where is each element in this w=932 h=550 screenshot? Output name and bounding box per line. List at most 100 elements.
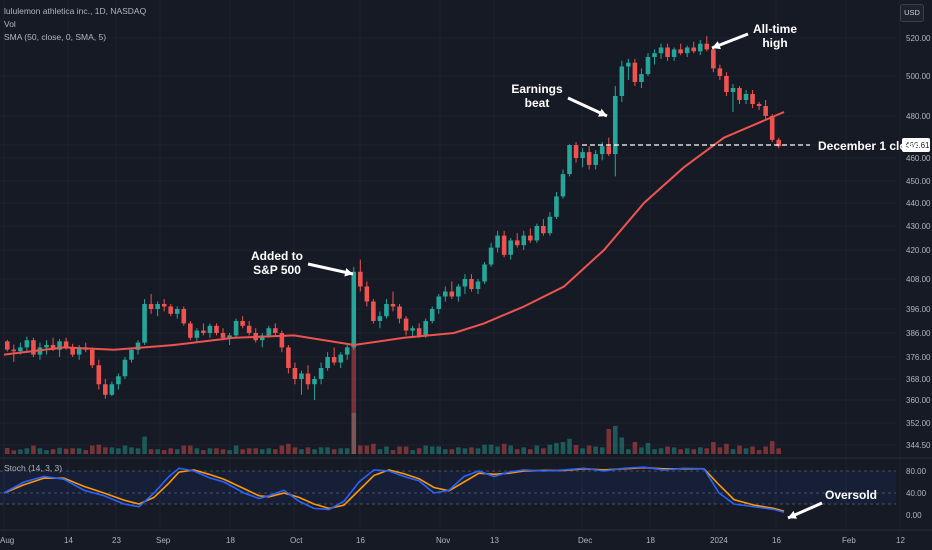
volume-bar [325,447,330,454]
y-tick-label: 386.00 [906,329,931,338]
candle-body [711,49,716,69]
volume-bar [488,444,494,454]
candle-body [410,328,415,331]
volume-bar [416,448,422,454]
volume-legend[interactable]: Vol [4,19,16,29]
candle-body [737,88,742,100]
candle-body [528,235,533,241]
volume-bar [632,442,638,454]
candle-body [599,146,605,155]
candle-body [344,347,350,355]
volume-bar [240,449,245,454]
candle-body [717,68,723,76]
volume-bar [769,441,775,454]
candle-body [11,349,17,352]
volume-bar [31,445,36,454]
volume-bar [188,445,193,454]
volume-bar [174,449,180,454]
stoch-legend[interactable]: Stoch (14, 3, 3) [4,463,63,473]
volume-bar [371,443,376,454]
candle-body [730,88,736,92]
currency-button[interactable]: USD [900,4,924,22]
candle-body [89,349,95,366]
sp500-volume-spike [351,341,357,454]
candle-body [273,328,278,333]
volume-bar [168,448,174,454]
candle-body [259,335,265,341]
x-tick-label: 23 [112,536,121,545]
candle-body [129,349,134,360]
volume-bar [567,438,572,454]
sma-legend[interactable]: SMA (50, close, 0, SMA, 5) [4,32,107,42]
volume-bar [508,445,513,454]
volume-bar [652,449,657,454]
candle-body [305,373,311,385]
symbol-title[interactable]: lululemon athletica inc., 1D, NASDAQ [4,6,147,16]
x-tick-label: Aug [0,536,14,545]
volume-bar [103,447,108,454]
candle-body [665,47,670,57]
volume-bar [135,448,141,454]
volume-bar [469,447,474,454]
volume-bar [122,445,128,454]
stoch-k-line [3,466,785,514]
volume-bar [541,448,546,454]
candle-body [207,325,213,333]
candle-body [743,94,749,100]
candle-body [456,286,461,297]
volume-bar [273,449,278,454]
candle-body [76,347,82,355]
x-tick-label: Feb [842,536,856,545]
candle-body [148,304,154,309]
candle-body [266,328,272,336]
volume-bar [495,446,500,454]
candle-body [671,49,677,57]
candle-body [593,154,598,165]
candle-body [626,62,631,67]
candle-body [652,53,657,57]
volume-bar [599,447,605,454]
volume-bar [612,425,618,454]
candle-body [560,174,566,197]
volume-bar [358,445,363,454]
annotation-oversold: Oversold [825,488,877,502]
candle-body [338,354,343,363]
x-tick-label: 16 [772,536,781,545]
volume-bar [44,450,49,454]
y-tick-label: 450.00 [906,177,931,186]
volume-bar [711,442,716,454]
y-tick-label: 430.00 [906,222,931,231]
volume-bar [429,446,435,454]
volume-bar [305,447,311,454]
annotation-added-to-sp500: Added to [251,249,303,263]
stoch-band [0,471,896,504]
candle-body [174,309,180,314]
volume-bar [580,448,585,454]
candle-body [351,271,357,348]
sma50-line [3,111,785,356]
volume-bar [390,450,396,454]
volume-bar [534,445,540,454]
volume-bar [554,442,559,454]
candle-body [331,357,337,363]
y-tick-label: 360.00 [906,396,931,405]
candle-body [188,323,193,338]
x-tick-label: 16 [356,536,365,545]
y-tick-label: 440.00 [906,199,931,208]
volume-bar [776,448,782,454]
volume-bar [403,446,409,454]
volume-bar [246,448,252,454]
candle-body [750,94,755,104]
candle-body [521,235,527,246]
candle-body [390,304,396,307]
volume-bar [619,437,625,454]
candle-body [423,321,428,336]
x-tick-label: 2024 [710,536,728,545]
y-tick-label: 520.00 [906,34,931,43]
volume-bar [514,449,520,454]
candle-body [103,384,108,395]
volume-bar [645,442,651,454]
volume-bar [377,449,383,454]
